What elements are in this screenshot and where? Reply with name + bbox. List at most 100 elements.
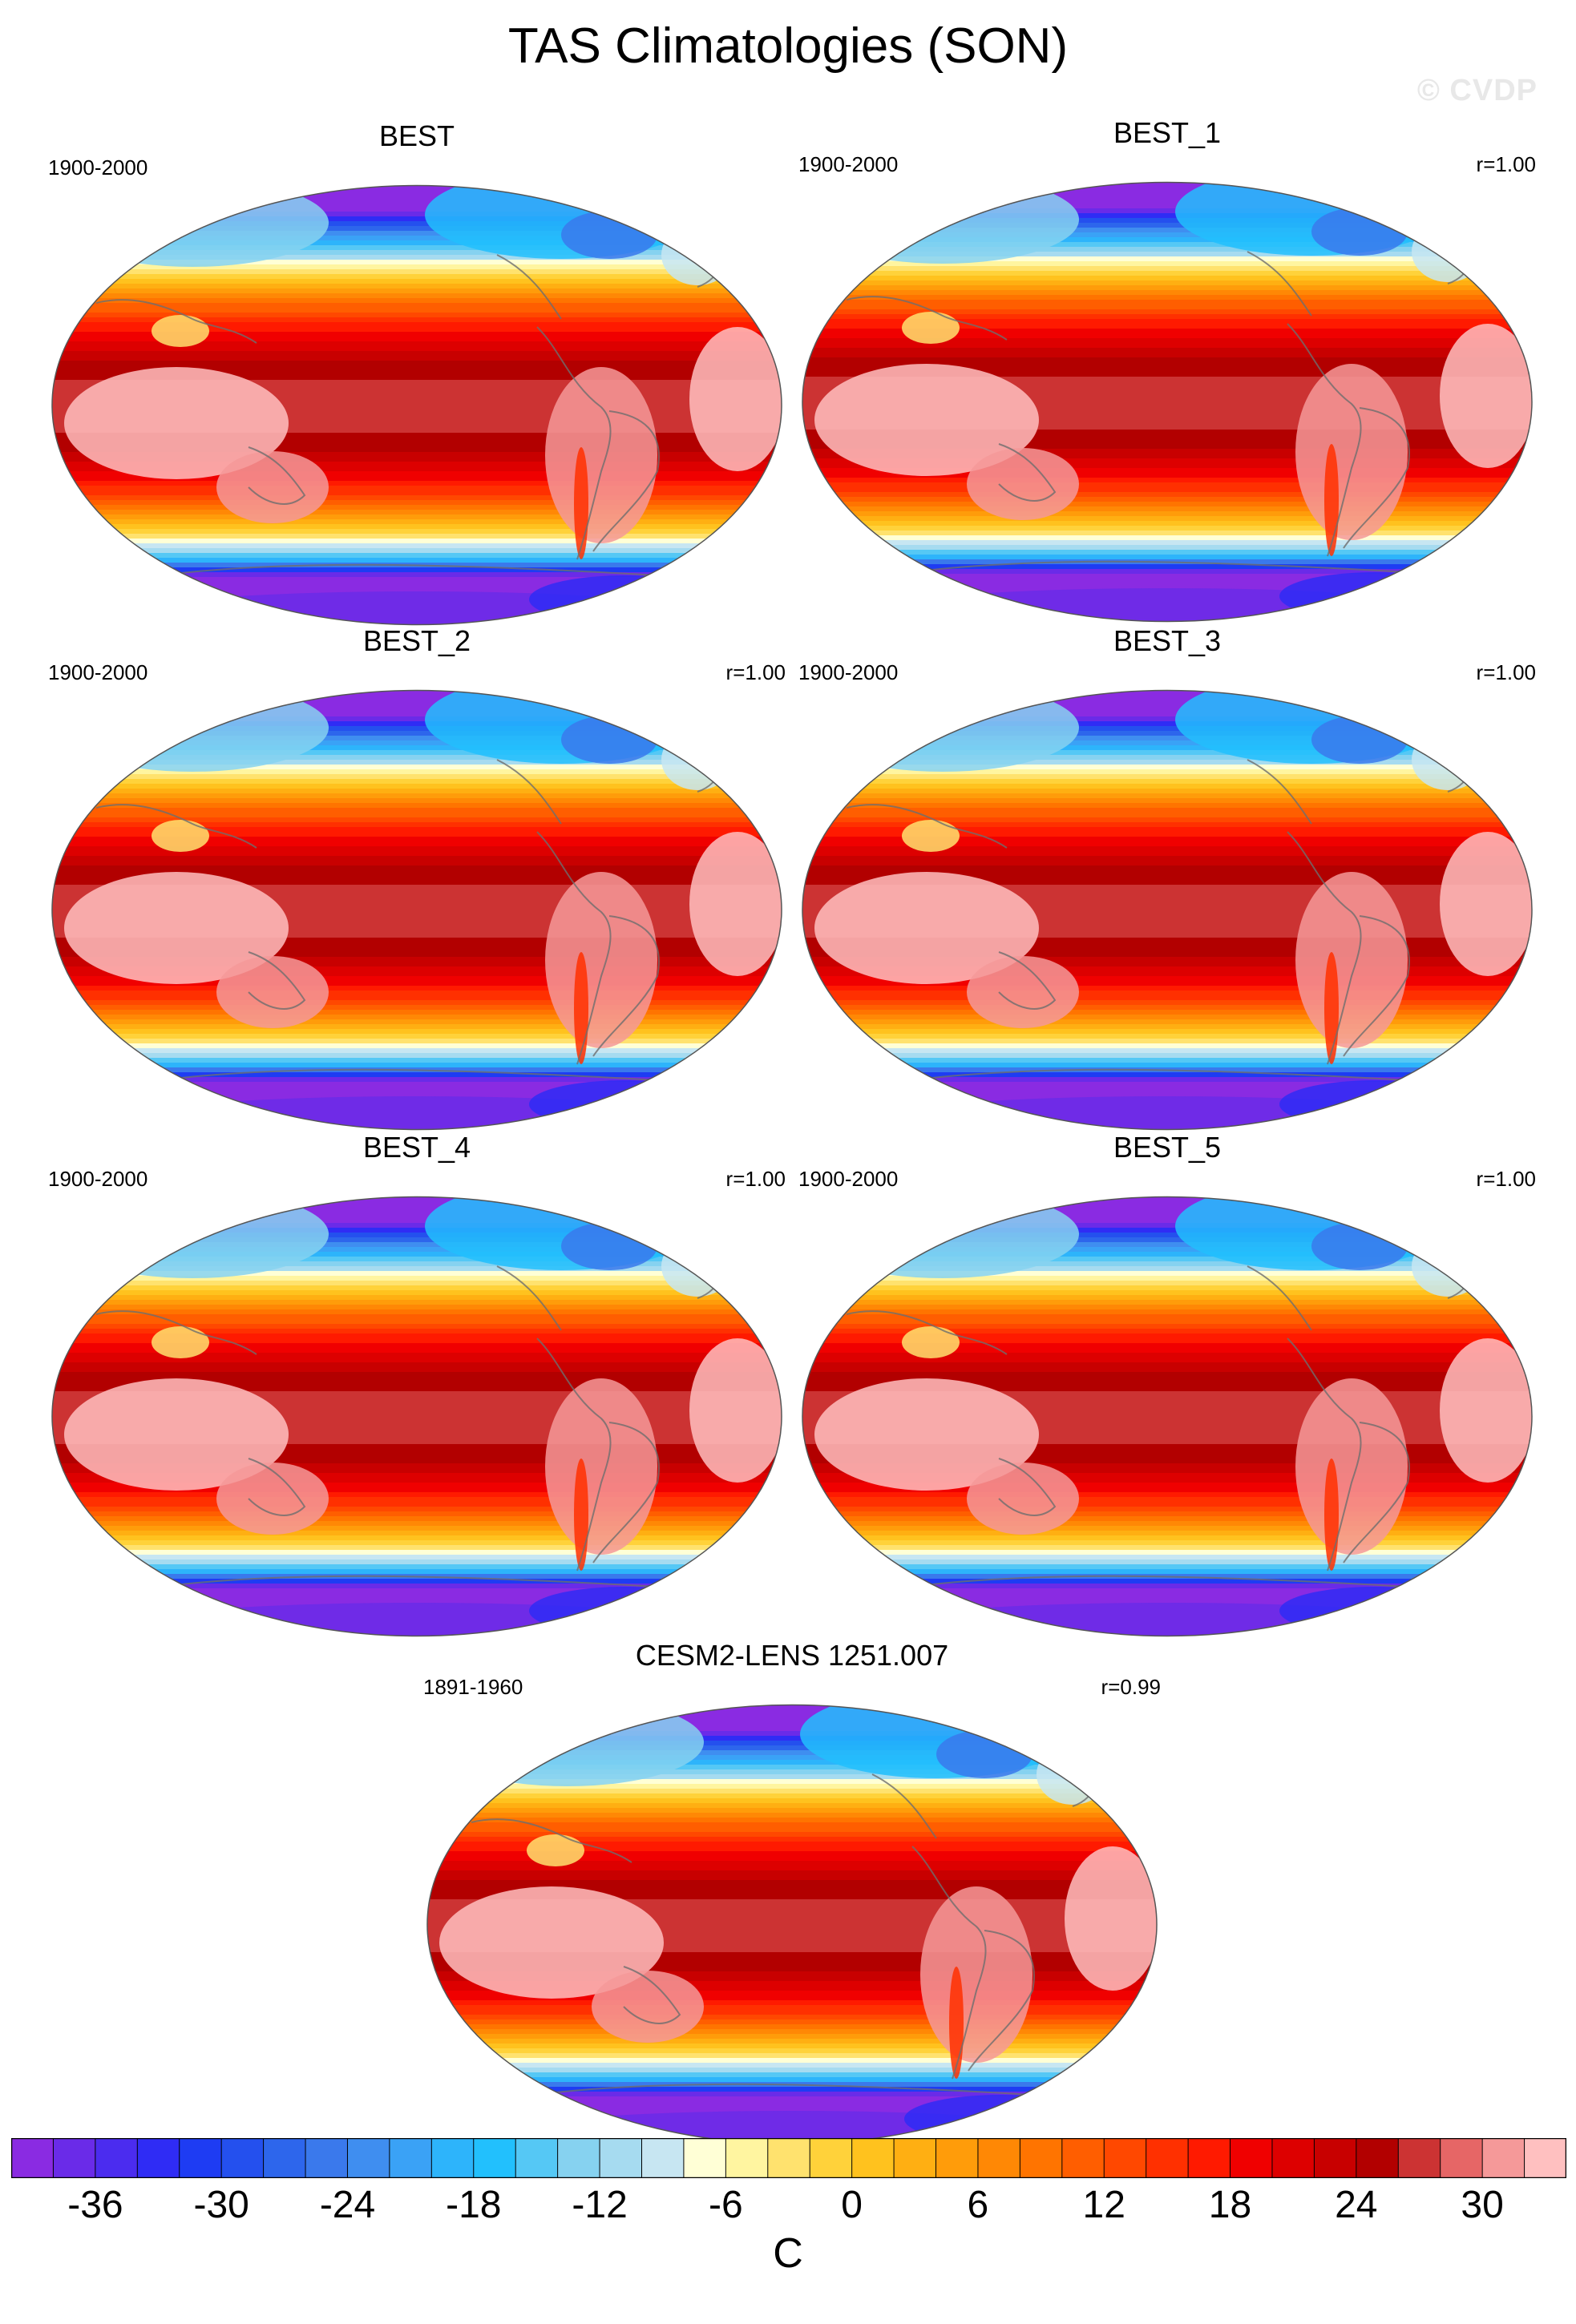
colorbar-swatch (11, 2138, 55, 2178)
colorbar-swatch (1271, 2138, 1315, 2178)
coastline (846, 296, 1008, 341)
coastline (1247, 759, 1312, 825)
colorbar-tick-label: -12 (572, 2184, 628, 2226)
climatology-map (802, 1196, 1533, 1637)
coastline (536, 831, 612, 1065)
colorbar-swatch (1440, 2138, 1483, 2178)
panel-correlation: r=1.00 (1476, 660, 1536, 684)
panel-period: 1900-2000 (48, 1167, 148, 1191)
map-border (51, 184, 782, 626)
panel-period: 1900-2000 (798, 660, 899, 684)
colorbar-swatch (1398, 2138, 1441, 2178)
coastline (871, 1773, 937, 1839)
coastline (248, 446, 306, 505)
colorbar-swatch (221, 2138, 265, 2178)
temperature-field (802, 690, 1532, 1130)
colorbar-swatch (641, 2138, 685, 2178)
panel-period: 1891-1960 (423, 1675, 523, 1699)
coastline (846, 1310, 1008, 1355)
climatology-map (51, 1196, 782, 1637)
colorbar-swatch (431, 2138, 475, 2178)
colorbar-tick-label: 30 (1461, 2184, 1504, 2226)
coastline (1343, 407, 1410, 549)
colorbar-swatch (767, 2138, 810, 2178)
coastline (623, 1966, 681, 2024)
colorbar-ticks: -36-30-24-18-12-6061218243036 (0, 2183, 1576, 2231)
colorbar-tick-label: 18 (1208, 2184, 1252, 2226)
coastline (496, 1265, 562, 1331)
panel-correlation: r=0.99 (1101, 1675, 1161, 1699)
colorbar-swatch (810, 2138, 853, 2178)
panel-period: 1900-2000 (48, 155, 148, 180)
coastline (1343, 1422, 1410, 1563)
coastline (1343, 915, 1410, 1057)
colorbar-swatch (473, 2138, 516, 2178)
colorbar-swatch (1482, 2138, 1525, 2178)
coastline (248, 1458, 306, 1516)
coastline (910, 1575, 1408, 1588)
panel-best-5: BEST_5 1900-2000 r=1.00 (798, 1130, 1536, 1639)
panel-title: BEST_3 (1113, 624, 1222, 657)
map-border (51, 1196, 782, 1637)
climatology-map (802, 181, 1533, 623)
coastline (592, 410, 660, 552)
coastline (535, 2083, 1033, 2096)
climatology-map (426, 1704, 1158, 2145)
cvdp-watermark: © CVDP (1416, 74, 1538, 107)
colorbar-swatch (179, 2138, 222, 2178)
colorbar-swatch (977, 2138, 1020, 2178)
figure-title: TAS Climatologies (SON) (507, 18, 1069, 74)
panel-correlation: r=1.00 (1476, 152, 1536, 176)
panel-period: 1900-2000 (48, 660, 148, 684)
coastline (471, 1818, 632, 1863)
colorbar-swatch (557, 2138, 600, 2178)
colorbar-swatch (935, 2138, 979, 2178)
panel-cesm2-lens: CESM2-LENS 1251.007 1891-1960 r=0.99 (423, 1638, 1161, 2147)
map-border (802, 1196, 1533, 1637)
panel-title: BEST (378, 119, 455, 152)
colorbar-swatch (725, 2138, 769, 2178)
coastline (998, 951, 1057, 1010)
coastline (592, 1422, 660, 1563)
panel-best: BEST 1900-2000 (48, 119, 786, 627)
coastline (1287, 323, 1362, 557)
coastline (998, 1458, 1057, 1516)
panel-title: BEST_5 (1113, 1131, 1222, 1164)
colorbar-swatch (1314, 2138, 1357, 2178)
panel-best-4: BEST_4 1900-2000 r=1.00 (48, 1130, 786, 1639)
colorbar-swatch (347, 2138, 390, 2178)
coastline (592, 915, 660, 1057)
colorbar-swatch (53, 2138, 96, 2178)
colorbar-swatch (1020, 2138, 1063, 2178)
map-border (802, 181, 1533, 623)
coastline (846, 804, 1008, 849)
coastline (95, 1310, 257, 1355)
colorbar-swatch (305, 2138, 349, 2178)
climatology-map (802, 689, 1533, 1131)
coastline (998, 443, 1057, 502)
colorbar-tick-label: -24 (319, 2184, 376, 2226)
colorbar-tick-label: -18 (446, 2184, 502, 2226)
colorbar-swatch (515, 2138, 559, 2178)
panel-best-3: BEST_3 1900-2000 r=1.00 (798, 623, 1536, 1132)
colorbar-swatch (1061, 2138, 1105, 2178)
coastline (1287, 831, 1362, 1065)
colorbar-swatch (683, 2138, 726, 2178)
colorbar-tick-label: -6 (709, 2184, 743, 2226)
panel-title: BEST_2 (362, 624, 471, 657)
colorbar-tick-label: -36 (67, 2184, 123, 2226)
temperature-field (52, 185, 782, 625)
colorbar-tick-label: 24 (1335, 2184, 1378, 2226)
colorbar-swatch (263, 2138, 306, 2178)
colorbar-swatch (1524, 2138, 1566, 2178)
colorbar-swatch (1230, 2138, 1273, 2178)
colorbar-swatch (851, 2138, 895, 2178)
coastline (910, 560, 1408, 573)
coastline (160, 563, 658, 576)
colorbar-tick-label: 6 (967, 2184, 989, 2226)
colorbar-frame (11, 2138, 1566, 2178)
panel-title: BEST_1 (1113, 116, 1222, 149)
panel-correlation: r=1.00 (725, 660, 786, 684)
coastline (536, 1338, 612, 1572)
panel-best-1: BEST_1 1900-2000 r=1.00 (798, 115, 1536, 624)
